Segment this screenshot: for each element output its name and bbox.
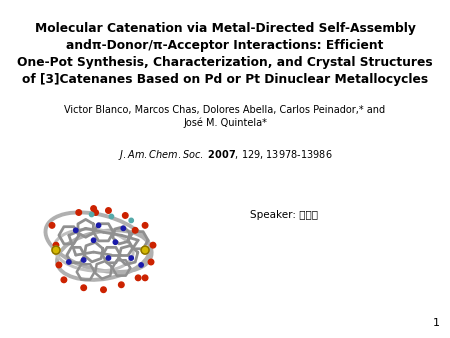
Circle shape <box>53 242 59 248</box>
Circle shape <box>67 260 71 264</box>
Circle shape <box>122 213 128 218</box>
Circle shape <box>81 258 86 262</box>
Circle shape <box>52 246 60 254</box>
Circle shape <box>76 210 81 215</box>
Circle shape <box>106 256 111 260</box>
Text: $\mathit{J. Am. Chem. Soc.}$ $\mathbf{2007}$, $\mathit{129}$, 13978-13986: $\mathit{J. Am. Chem. Soc.}$ $\mathbf{20… <box>118 148 332 162</box>
Text: One-Pot Synthesis, Characterization, and Crystal Structures: One-Pot Synthesis, Characterization, and… <box>17 56 433 69</box>
Text: 1: 1 <box>433 318 440 328</box>
Text: andπ-Donor/π-Acceptor Interactions: Efficient: andπ-Donor/π-Acceptor Interactions: Effi… <box>66 39 384 52</box>
Circle shape <box>142 275 148 281</box>
Circle shape <box>139 263 143 267</box>
Circle shape <box>150 242 156 248</box>
Text: Molecular Catenation via Metal-Directed Self-Assembly: Molecular Catenation via Metal-Directed … <box>35 22 415 35</box>
Text: of [3]Catenanes Based on Pd or Pt Dinuclear Metallocycles: of [3]Catenanes Based on Pd or Pt Dinucl… <box>22 73 428 86</box>
Circle shape <box>61 277 67 283</box>
Circle shape <box>129 218 133 223</box>
Circle shape <box>129 256 133 260</box>
Circle shape <box>135 275 141 281</box>
Circle shape <box>90 212 94 217</box>
Text: José M. Quintela*: José M. Quintela* <box>183 118 267 128</box>
Circle shape <box>141 246 149 254</box>
Circle shape <box>93 210 99 215</box>
Text: Victor Blanco, Marcos Chas, Dolores Abella, Carlos Peinador,* and: Victor Blanco, Marcos Chas, Dolores Abel… <box>64 105 386 115</box>
Circle shape <box>101 287 106 292</box>
Circle shape <box>74 228 78 233</box>
Circle shape <box>132 227 138 233</box>
Circle shape <box>121 226 126 231</box>
Circle shape <box>91 238 96 242</box>
Circle shape <box>91 206 96 211</box>
Circle shape <box>81 285 86 291</box>
Circle shape <box>118 282 124 288</box>
Circle shape <box>49 223 55 228</box>
Circle shape <box>109 214 113 219</box>
Circle shape <box>56 262 62 268</box>
Circle shape <box>106 208 111 213</box>
Circle shape <box>148 259 154 265</box>
Circle shape <box>113 240 117 244</box>
Circle shape <box>96 223 101 227</box>
Text: Speaker: 黄仁鼴: Speaker: 黄仁鼴 <box>250 210 318 220</box>
Circle shape <box>142 223 148 228</box>
